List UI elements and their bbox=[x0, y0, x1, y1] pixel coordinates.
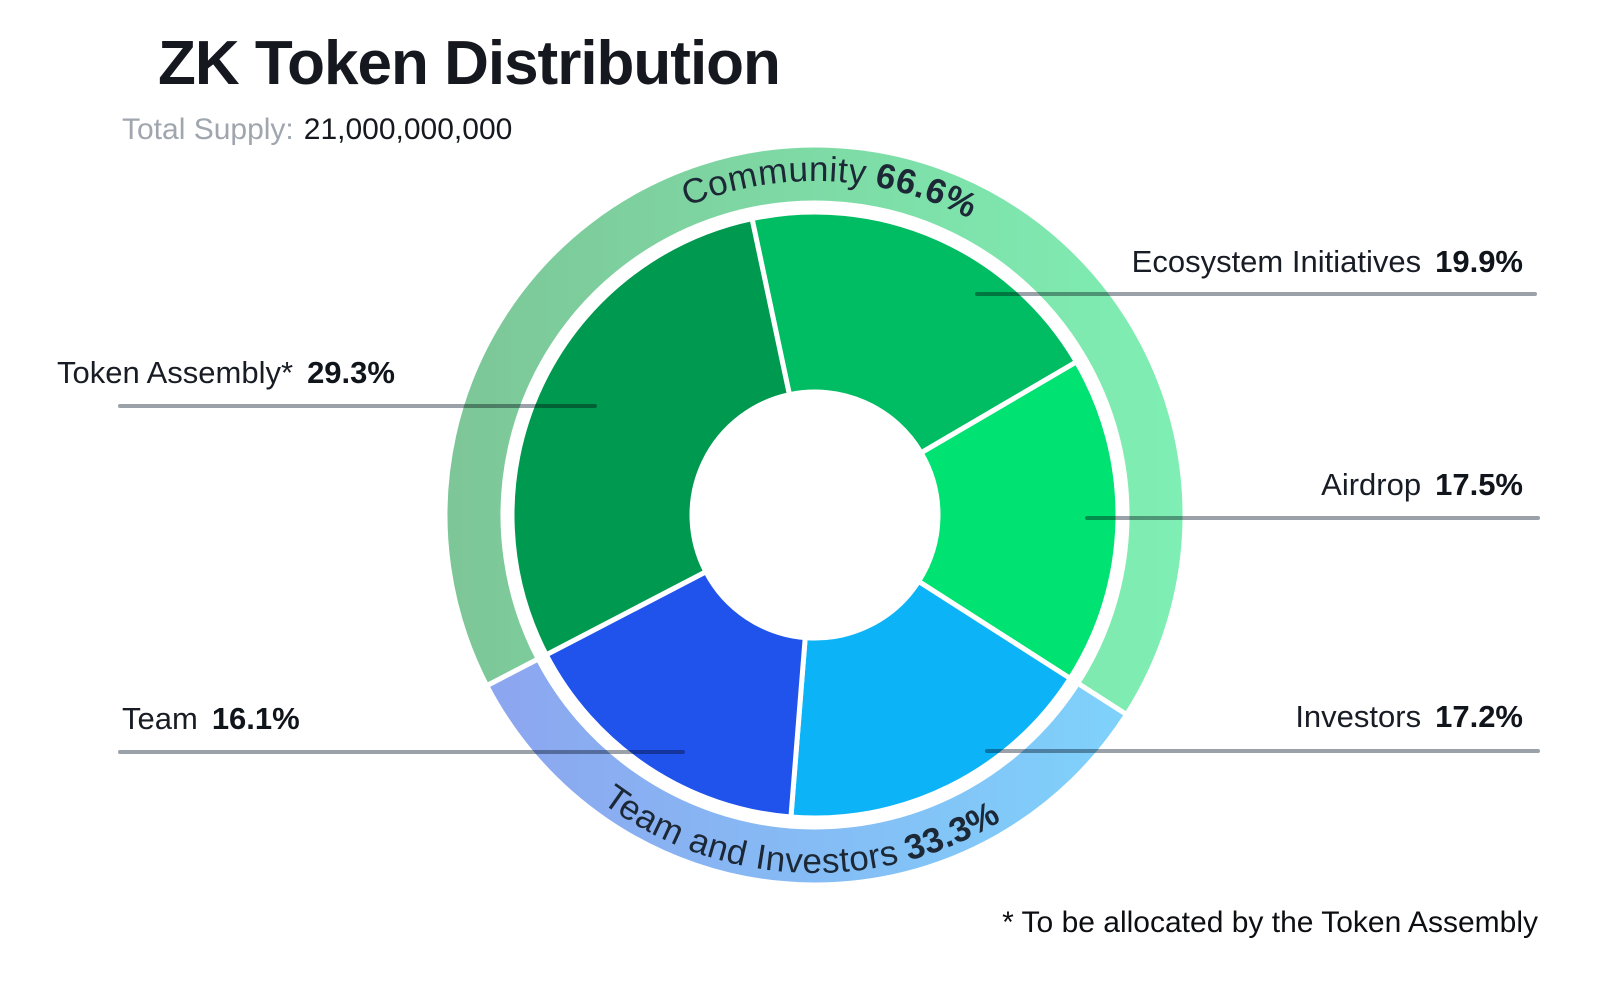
callout-label: Ecosystem Initiatives bbox=[1131, 244, 1422, 279]
page-title: ZK Token Distribution bbox=[158, 29, 781, 98]
callout-airdrop: Airdrop 17.5% bbox=[1321, 467, 1523, 503]
callout-value: 19.9% bbox=[1435, 244, 1523, 279]
total-supply-value: 21,000,000,000 bbox=[303, 113, 513, 146]
callout-value: 29.3% bbox=[307, 355, 395, 390]
callout-investors: Investors 17.2% bbox=[1295, 699, 1523, 735]
callout-label: Team bbox=[122, 701, 198, 736]
callout-value: 16.1% bbox=[211, 701, 300, 736]
leader-line-investors bbox=[985, 749, 1540, 753]
callout-label: Token Assembly* bbox=[57, 355, 294, 390]
total-supply: Total Supply: 21,000,000,000 bbox=[122, 113, 512, 147]
callout-label: Airdrop bbox=[1321, 467, 1422, 502]
leader-line-token-assembly bbox=[118, 404, 597, 408]
segment-token-assembly bbox=[509, 216, 792, 658]
leader-line-team bbox=[118, 750, 685, 754]
segment-airdrop bbox=[916, 359, 1121, 681]
ring-team-and-investors bbox=[484, 656, 1130, 888]
callout-ecosystem-initiatives: Ecosystem Initiatives 19.9% bbox=[1132, 244, 1523, 280]
leader-line-airdrop bbox=[1085, 516, 1540, 520]
callout-value: 17.5% bbox=[1435, 467, 1523, 502]
total-supply-label: Total Supply: bbox=[122, 113, 294, 146]
callout-label: Investors bbox=[1295, 699, 1422, 734]
segment-investors bbox=[788, 578, 1073, 821]
leader-line-ecosystem-initiatives bbox=[975, 292, 1537, 296]
callout-value: 17.2% bbox=[1435, 699, 1523, 734]
segment-team bbox=[543, 569, 808, 820]
ring-community bbox=[442, 142, 1188, 718]
footnote: * To be allocated by the Token Assembly bbox=[1002, 906, 1538, 939]
segment-ecosystem-initiatives bbox=[749, 209, 1079, 456]
callout-team: Team 16.1% bbox=[122, 701, 300, 737]
callout-token-assembly: Token Assembly* 29.3% bbox=[57, 355, 395, 391]
